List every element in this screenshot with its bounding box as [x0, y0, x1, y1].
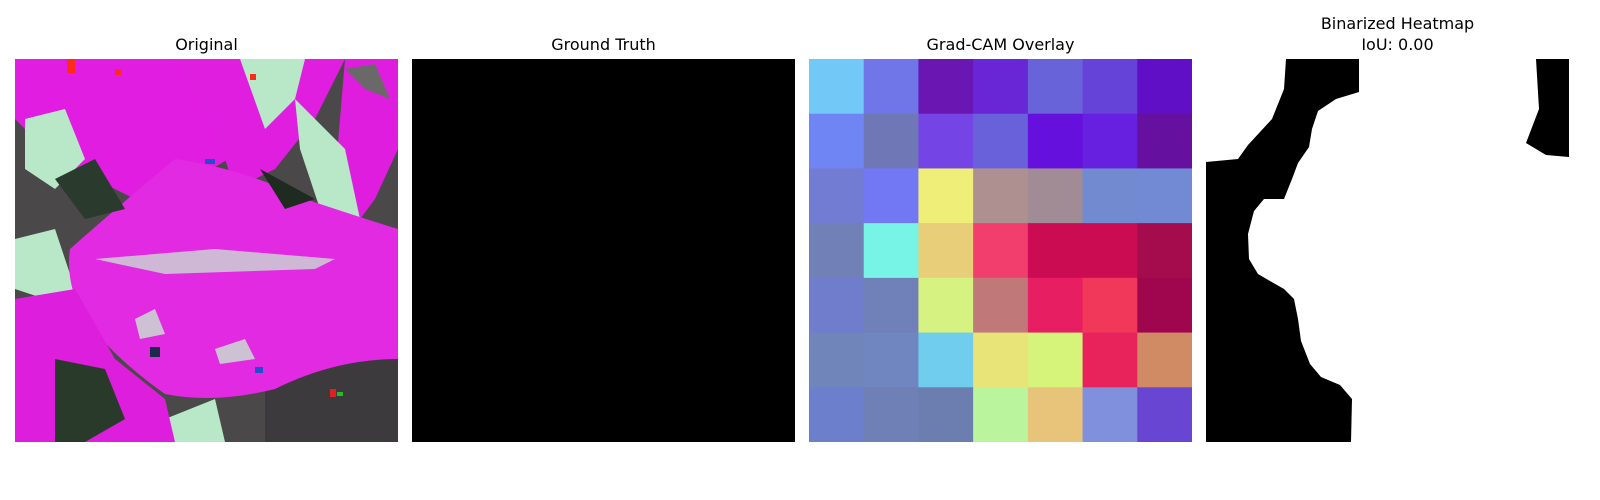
panel-title-gradcam: Grad-CAM Overlay — [926, 35, 1075, 54]
gradcam-cell — [1082, 113, 1138, 169]
gradcam-cell — [973, 223, 1029, 279]
gradcam-cell — [1082, 332, 1138, 388]
gradcam-cell — [809, 168, 865, 224]
gradcam-cell — [863, 332, 919, 388]
gradcam-cell — [918, 113, 974, 169]
gradcam-cell — [809, 223, 865, 279]
gradcam-cell — [809, 277, 865, 334]
gradcam-cell — [809, 387, 865, 442]
gradcam-cell — [973, 332, 1029, 388]
gradcam-cell — [918, 277, 974, 334]
gradcam-heatmap-grid — [809, 59, 1192, 442]
panel-title-original: Original — [175, 35, 238, 54]
gradcam-cell — [863, 387, 919, 442]
gradcam-cell — [973, 387, 1029, 442]
gradcam-cell — [809, 332, 865, 388]
gradcam-cell — [1082, 59, 1138, 115]
gradcam-cell — [1027, 168, 1084, 224]
gradcam-overlay — [809, 59, 1192, 442]
gradcam-cell — [973, 277, 1029, 334]
gradcam-cell — [809, 59, 865, 115]
gradcam-cell — [1027, 387, 1084, 442]
gradcam-cell — [1082, 223, 1138, 279]
gradcam-cell — [918, 387, 974, 442]
gradcam-cell — [918, 223, 974, 279]
gradcam-cell — [809, 113, 865, 169]
gradcam-cell — [863, 223, 919, 279]
original-image — [15, 59, 398, 442]
panel-title-ground-truth: Ground Truth — [551, 35, 656, 54]
gradcam-cell — [1082, 387, 1138, 442]
gradcam-cell — [918, 332, 974, 388]
gradcam-cell — [1082, 168, 1138, 224]
gradcam-cell — [1137, 277, 1192, 334]
gradcam-cell — [973, 59, 1029, 115]
gradcam-cell — [1027, 59, 1084, 115]
gradcam-cell — [973, 168, 1029, 224]
gradcam-cell — [918, 59, 974, 115]
ground-truth-mask — [412, 59, 795, 442]
binarized-heatmap — [1206, 59, 1589, 442]
panel-title-binarized: Binarized Heatmap — [1320, 14, 1475, 33]
gradcam-cell — [1137, 59, 1192, 115]
gradcam-cell — [1027, 332, 1084, 388]
gradcam-cell — [1082, 277, 1138, 334]
gradcam-cell — [973, 113, 1029, 169]
gradcam-cell — [863, 168, 919, 224]
gradcam-cell — [918, 168, 974, 224]
gradcam-cell — [863, 277, 919, 334]
binarized-mask-shape — [1206, 59, 1589, 442]
gradcam-cell — [863, 59, 919, 115]
gradcam-cell — [1137, 332, 1192, 388]
gradcam-cell — [1137, 168, 1192, 224]
gradcam-cell — [1137, 387, 1192, 442]
gradcam-cell — [1027, 223, 1084, 279]
gradcam-cell — [1027, 113, 1084, 169]
gradcam-cell — [1137, 223, 1192, 279]
gradcam-cell — [1027, 277, 1084, 334]
gradcam-cell — [863, 113, 919, 169]
gradcam-cell — [1137, 113, 1192, 169]
original-leaf-illustration — [15, 59, 398, 442]
panel-subtitle-iou: IoU: 0.00 — [1361, 35, 1434, 54]
